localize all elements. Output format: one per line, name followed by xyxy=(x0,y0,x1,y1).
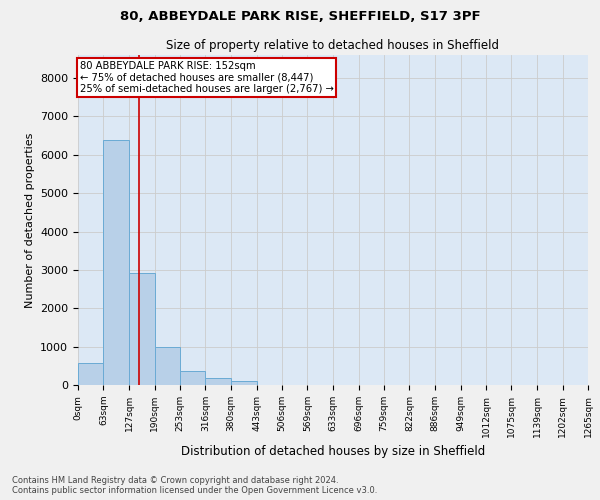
Bar xyxy=(180,371,205,385)
Text: 80 ABBEYDALE PARK RISE: 152sqm
← 75% of detached houses are smaller (8,447)
25% : 80 ABBEYDALE PARK RISE: 152sqm ← 75% of … xyxy=(80,61,334,94)
Bar xyxy=(129,273,155,385)
X-axis label: Distribution of detached houses by size in Sheffield: Distribution of detached houses by size … xyxy=(181,445,485,458)
Bar xyxy=(155,347,180,385)
Title: Size of property relative to detached houses in Sheffield: Size of property relative to detached ho… xyxy=(167,40,499,52)
Bar xyxy=(205,378,231,385)
Text: 80, ABBEYDALE PARK RISE, SHEFFIELD, S17 3PF: 80, ABBEYDALE PARK RISE, SHEFFIELD, S17 … xyxy=(119,10,481,23)
Bar xyxy=(78,363,103,385)
Text: Contains HM Land Registry data © Crown copyright and database right 2024.
Contai: Contains HM Land Registry data © Crown c… xyxy=(12,476,377,495)
Bar xyxy=(231,381,257,385)
Y-axis label: Number of detached properties: Number of detached properties xyxy=(25,132,35,308)
Bar xyxy=(103,140,129,385)
